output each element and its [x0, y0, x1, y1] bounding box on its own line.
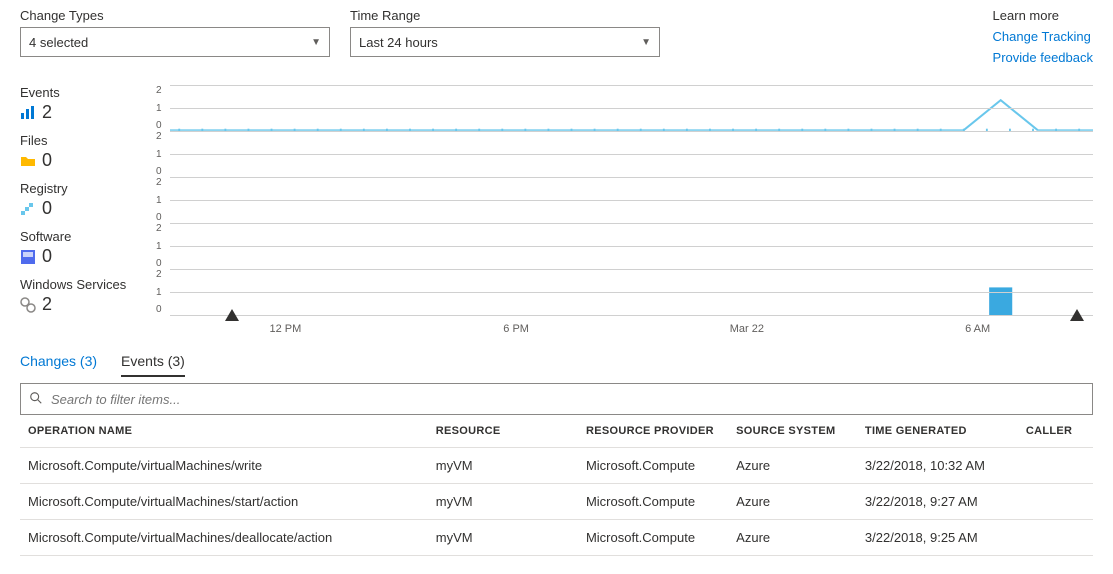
col-header[interactable]: OPERATION NAME: [20, 415, 428, 448]
category-files[interactable]: Files 0: [20, 133, 170, 171]
category-count: 0: [42, 198, 52, 219]
table-cell: 3/22/2018, 10:32 AM: [857, 448, 1018, 484]
col-header[interactable]: RESOURCE: [428, 415, 578, 448]
time-range-dropdown[interactable]: Last 24 hours ▼: [350, 27, 660, 57]
search-input[interactable]: [49, 391, 1084, 408]
col-header[interactable]: TIME GENERATED: [857, 415, 1018, 448]
events-table: OPERATION NAMERESOURCERESOURCE PROVIDERS…: [20, 415, 1093, 556]
chart-xaxis: 12 PM6 PMMar 226 AM: [170, 315, 1093, 345]
xaxis-tick: 6 AM: [862, 323, 1093, 335]
table-cell: Microsoft.Compute: [578, 448, 728, 484]
filter-label: Change Types: [20, 8, 330, 23]
category-registry[interactable]: Registry 0: [20, 181, 170, 219]
table-row[interactable]: Microsoft.Compute/virtualMachines/deallo…: [20, 520, 1093, 556]
link-change-tracking[interactable]: Change Tracking: [993, 29, 1091, 44]
filter-time-range: Time Range Last 24 hours ▼: [350, 8, 660, 57]
table-cell: Microsoft.Compute/virtualMachines/deallo…: [20, 520, 428, 556]
filter-label: Time Range: [350, 8, 660, 23]
table-cell: [1018, 520, 1093, 556]
category-label: Files: [20, 133, 170, 148]
table-cell: 3/22/2018, 9:25 AM: [857, 520, 1018, 556]
category-count: 2: [42, 294, 52, 315]
search-icon: [29, 391, 43, 408]
category-label: Events: [20, 85, 170, 100]
table-row[interactable]: Microsoft.Compute/virtualMachines/writem…: [20, 448, 1093, 484]
table-cell: Microsoft.Compute/virtualMachines/write: [20, 448, 428, 484]
bar-icon: [20, 105, 36, 121]
learn-more-heading: Learn more: [993, 8, 1059, 23]
disk-icon: [20, 249, 36, 265]
folder-icon: [20, 153, 36, 169]
change-types-dropdown[interactable]: 4 selected ▼: [20, 27, 330, 57]
table-cell: Microsoft.Compute: [578, 520, 728, 556]
range-slider-left[interactable]: [225, 309, 239, 321]
search-box[interactable]: [20, 383, 1093, 415]
table-cell: Azure: [728, 520, 857, 556]
category-label: Registry: [20, 181, 170, 196]
table-cell: Azure: [728, 484, 857, 520]
chart-files: 210: [170, 131, 1093, 177]
chart-registry: 210: [170, 177, 1093, 223]
xaxis-tick: 12 PM: [170, 323, 401, 335]
table-row[interactable]: Microsoft.Compute/virtualMachines/start/…: [20, 484, 1093, 520]
table-cell: Microsoft.Compute/virtualMachines/start/…: [20, 484, 428, 520]
table-cell: myVM: [428, 520, 578, 556]
category-software[interactable]: Software 0: [20, 229, 170, 267]
col-header[interactable]: SOURCE SYSTEM: [728, 415, 857, 448]
charts-stack: 21021021021021012 PM6 PMMar 226 AM: [170, 85, 1093, 345]
chart-services: 210: [170, 269, 1093, 315]
table-cell: myVM: [428, 484, 578, 520]
category-count: 0: [42, 246, 52, 267]
table-cell: Azure: [728, 448, 857, 484]
tabs: Changes (3) Events (3): [20, 353, 1093, 377]
filter-change-types: Change Types 4 selected ▼: [20, 8, 330, 57]
table-cell: myVM: [428, 448, 578, 484]
tab-changes[interactable]: Changes (3): [20, 353, 97, 377]
gears-icon: [20, 297, 36, 313]
col-header[interactable]: RESOURCE PROVIDER: [578, 415, 728, 448]
category-count: 0: [42, 150, 52, 171]
col-header[interactable]: CALLER: [1018, 415, 1093, 448]
charts-area: Events 2 Files 0 Registry 0 Software 0 W…: [20, 85, 1093, 345]
xaxis-tick: Mar 22: [632, 323, 863, 335]
category-events[interactable]: Events 2: [20, 85, 170, 123]
top-filter-row: Change Types 4 selected ▼ Time Range Las…: [20, 8, 1093, 65]
category-list: Events 2 Files 0 Registry 0 Software 0 W…: [20, 85, 170, 315]
learn-more-panel: Learn more Change Tracking Provide feedb…: [993, 8, 1093, 65]
range-slider-right[interactable]: [1070, 309, 1084, 321]
xaxis-tick: 6 PM: [401, 323, 632, 335]
chevron-down-icon: ▼: [641, 37, 651, 48]
chart-events: 210: [170, 85, 1093, 131]
table-cell: 3/22/2018, 9:27 AM: [857, 484, 1018, 520]
link-provide-feedback[interactable]: Provide feedback: [993, 50, 1093, 65]
table-cell: Microsoft.Compute: [578, 484, 728, 520]
tab-events[interactable]: Events (3): [121, 353, 185, 377]
table-cell: [1018, 484, 1093, 520]
category-label: Windows Services: [20, 277, 170, 292]
steps-icon: [20, 201, 36, 217]
dropdown-value: 4 selected: [29, 35, 88, 50]
chevron-down-icon: ▼: [311, 37, 321, 48]
category-count: 2: [42, 102, 52, 123]
table-cell: [1018, 448, 1093, 484]
category-services[interactable]: Windows Services 2: [20, 277, 170, 315]
chart-software: 210: [170, 223, 1093, 269]
category-label: Software: [20, 229, 170, 244]
dropdown-value: Last 24 hours: [359, 35, 438, 50]
